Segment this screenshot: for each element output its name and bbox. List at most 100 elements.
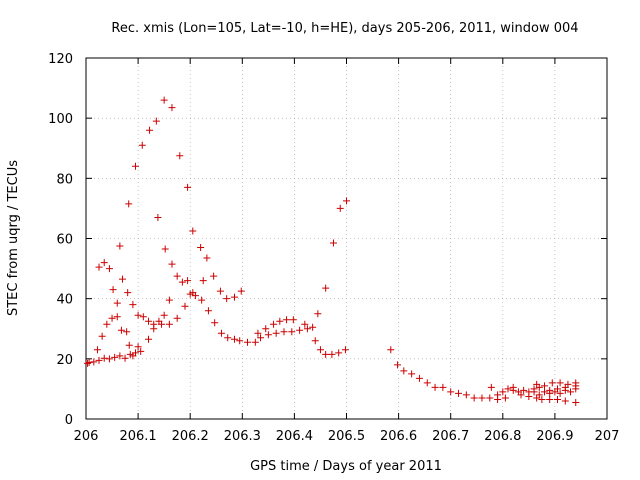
data-point — [105, 355, 113, 363]
data-point — [189, 227, 197, 235]
y-tick-labels: 0 20 40 60 80 100 120 — [48, 52, 73, 428]
data-point — [176, 152, 184, 160]
y-tick-label: 100 — [48, 112, 73, 127]
data-point — [123, 328, 131, 336]
data-point — [230, 335, 238, 343]
data-point — [117, 326, 125, 334]
chart-title: Rec. xmis (Lon=105, Lat=-10, h=HE), days… — [111, 21, 578, 36]
data-point — [152, 117, 160, 125]
data-point — [538, 395, 546, 403]
data-point — [160, 311, 168, 319]
y-axis-label: STEC from uqrg / TECUs — [6, 160, 21, 316]
data-point — [447, 388, 455, 396]
data-point — [554, 385, 562, 393]
data-point — [272, 329, 280, 337]
data-point — [223, 295, 231, 303]
y-tick-label: 0 — [65, 413, 73, 428]
data-point — [95, 263, 103, 271]
data-point — [184, 183, 192, 191]
data-point — [230, 293, 238, 301]
data-point — [335, 349, 343, 357]
data-point — [546, 389, 554, 397]
data-point — [289, 316, 297, 324]
data-point — [530, 388, 538, 396]
data-point — [210, 272, 218, 280]
data-point — [462, 391, 470, 399]
data-point — [125, 341, 133, 349]
data-point — [336, 204, 344, 212]
y-tick-label: 60 — [56, 233, 73, 248]
data-point — [303, 325, 311, 333]
data-point — [181, 302, 189, 310]
x-tick-label: 206.6 — [380, 429, 417, 444]
data-point — [161, 245, 169, 253]
data-points — [84, 96, 580, 406]
data-point — [572, 398, 580, 406]
data-point — [139, 313, 147, 321]
x-tick-label: 206.4 — [276, 429, 313, 444]
data-point — [470, 394, 478, 402]
data-point — [533, 380, 541, 388]
data-point — [95, 356, 103, 364]
data-point — [168, 104, 176, 112]
data-point — [316, 346, 324, 354]
data-point — [85, 358, 93, 366]
data-point — [100, 259, 108, 267]
data-point — [257, 334, 265, 342]
data-point — [138, 141, 146, 149]
data-point — [439, 383, 447, 391]
data-point — [168, 260, 176, 268]
data-point — [116, 242, 124, 250]
y-tick-label: 120 — [48, 52, 73, 67]
data-point — [283, 316, 291, 324]
x-tick-labels: 206 206.1 206.2 206.3 206.4 206.5 206.6 206.7 20… — [74, 429, 620, 444]
data-point — [387, 346, 395, 354]
data-point — [158, 320, 166, 328]
data-point — [262, 325, 270, 333]
data-point — [103, 320, 111, 328]
data-point — [301, 320, 309, 328]
data-point — [478, 394, 486, 402]
plot-frame — [85, 57, 608, 420]
data-point — [173, 314, 181, 322]
data-point — [204, 307, 212, 315]
x-tick-label: 206.3 — [224, 429, 261, 444]
data-point — [561, 397, 569, 405]
data-point — [309, 323, 317, 331]
data-point — [561, 383, 569, 391]
data-point — [184, 277, 192, 285]
data-point — [487, 383, 495, 391]
x-tick-label: 206 — [74, 429, 99, 444]
data-point — [217, 329, 225, 337]
data-point — [90, 358, 98, 366]
data-point — [146, 126, 154, 134]
data-point — [520, 386, 528, 394]
data-point — [535, 391, 543, 399]
data-point — [100, 354, 108, 362]
data-point — [455, 389, 463, 397]
data-point — [431, 383, 439, 391]
data-point — [556, 389, 564, 397]
data-point — [501, 394, 509, 402]
data-point — [415, 374, 423, 382]
data-point — [264, 331, 272, 339]
data-point — [556, 379, 564, 387]
y-tick-label: 80 — [56, 172, 73, 187]
data-point — [129, 301, 137, 309]
data-point — [517, 391, 525, 399]
data-point — [343, 197, 350, 205]
data-point — [546, 395, 554, 403]
data-point — [173, 272, 181, 280]
data-point — [540, 388, 548, 396]
grid — [86, 58, 607, 419]
x-axis-label: GPS time / Days of year 2011 — [250, 459, 442, 474]
data-point — [540, 382, 548, 390]
data-point — [525, 392, 533, 400]
data-point — [113, 313, 121, 321]
data-point — [154, 213, 162, 221]
x-tick-label: 206.9 — [536, 429, 573, 444]
data-point — [329, 239, 337, 247]
data-point — [394, 361, 402, 369]
data-point — [296, 326, 304, 334]
data-point — [121, 354, 129, 362]
